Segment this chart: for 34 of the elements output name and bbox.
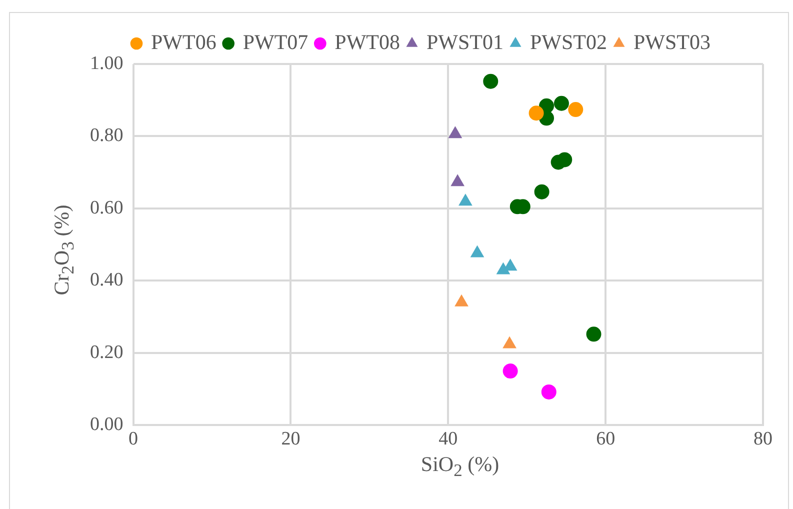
y-tick-label: 0.20	[90, 342, 124, 363]
x-tick-label: 0	[128, 428, 138, 450]
x-tick-label: 80	[754, 428, 772, 450]
legend-label: PWST01	[426, 30, 504, 54]
legend-label: PWT07	[242, 30, 308, 54]
x-tick-label: 20	[281, 428, 300, 450]
point	[554, 96, 569, 111]
legend-label: PWST03	[633, 30, 711, 54]
point	[448, 126, 462, 138]
y-tick-label: 0.40	[90, 270, 124, 291]
y-tick-label: 0.60	[90, 197, 124, 218]
point	[557, 152, 572, 168]
point	[528, 106, 544, 121]
point	[502, 364, 518, 379]
y-tick-label: 0.00	[90, 414, 124, 436]
point	[568, 102, 584, 118]
point	[504, 259, 517, 271]
point	[586, 326, 602, 342]
legend-label: PWT08	[334, 30, 400, 54]
y-tick-label: 1.00	[90, 52, 124, 74]
point	[483, 74, 498, 89]
point	[458, 194, 472, 206]
point	[541, 384, 556, 400]
x-axis-title: SiO$_{2}$ (%)	[420, 452, 500, 482]
legend-label: PWST02	[530, 30, 608, 54]
point	[454, 294, 468, 306]
point	[470, 246, 484, 258]
x-tick-label: 40	[438, 428, 458, 450]
point	[451, 174, 464, 186]
y-tick-label: 0.80	[90, 125, 124, 146]
point	[502, 336, 516, 348]
x-tick-label: 60	[596, 428, 616, 450]
point	[534, 184, 550, 200]
legend-label: PWT06	[151, 30, 216, 54]
